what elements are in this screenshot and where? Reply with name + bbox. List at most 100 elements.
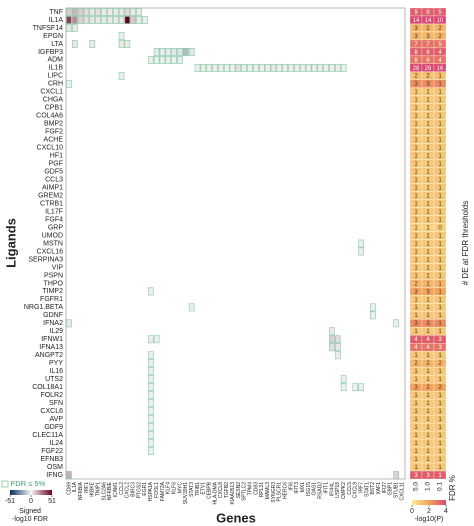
- row-label: GRP: [48, 224, 64, 231]
- row-label: NRG1.BETA: [24, 304, 63, 311]
- row-label: FGF2: [45, 129, 63, 136]
- count-label: 5: [438, 10, 442, 16]
- column-label: CEBPB: [207, 481, 213, 499]
- heatmap-cell: [118, 40, 125, 48]
- count-label: 4: [438, 50, 442, 56]
- count-label: 1: [426, 106, 430, 112]
- count-label: 14: [425, 18, 432, 24]
- count-label: 1: [426, 305, 430, 311]
- count-label: 1: [438, 154, 442, 160]
- colorbar-title: Signed: [19, 508, 41, 515]
- count-label: 1: [438, 138, 442, 144]
- row-label: SFN: [49, 400, 63, 407]
- heatmap-cell: [142, 16, 148, 24]
- count-label: 1: [426, 393, 430, 399]
- count-label: 3: [414, 385, 418, 391]
- count-label: 1: [414, 146, 418, 152]
- count-label: 26: [425, 66, 432, 72]
- heatmap-cell: [130, 8, 137, 16]
- count-label: 1: [414, 170, 418, 176]
- row-label: CCL3: [45, 176, 63, 183]
- count-label: 1: [438, 209, 442, 215]
- count-label: 1: [414, 241, 418, 247]
- heatmap-cell: [235, 63, 242, 72]
- count-label: 1: [414, 209, 418, 215]
- count-label: 1: [426, 122, 430, 128]
- colorbar-tick-label: 51: [48, 498, 56, 505]
- count-label: 5: [438, 42, 442, 48]
- count-label: 1: [426, 241, 430, 247]
- heatmap-cell: [282, 63, 289, 72]
- row-label: TNFSF14: [33, 25, 63, 32]
- count-label: 1: [414, 297, 418, 303]
- count-label: 1: [438, 265, 442, 271]
- count-label: 4: [426, 345, 430, 351]
- column-label: HLA-DMA: [212, 481, 218, 504]
- row-label: BMP2: [44, 121, 63, 128]
- count-label: 1: [414, 154, 418, 160]
- count-label: 1: [438, 130, 442, 136]
- count-label: 1: [426, 170, 430, 176]
- column-label: EGR1: [142, 482, 148, 496]
- row-label: GDF9: [44, 424, 63, 431]
- count-label: 1: [414, 441, 418, 447]
- column-label: CXCL11: [399, 482, 405, 501]
- count-label: 1: [414, 273, 418, 279]
- column-label: FAM72A: [160, 481, 166, 501]
- heatmap-cell: [340, 383, 347, 392]
- count-label: 1: [438, 201, 442, 207]
- row-label: IL1B: [49, 65, 64, 72]
- count-label: 3: [426, 82, 430, 88]
- column-label: CD69: [66, 482, 72, 495]
- count-label: 1: [426, 449, 430, 455]
- count-label: 1: [414, 233, 418, 239]
- count-label: 1: [438, 193, 442, 199]
- row-label: CXCL10: [37, 145, 64, 152]
- count-label: 1: [426, 409, 430, 415]
- column-label: IKBKE: [90, 481, 96, 496]
- row-label: FOLR2: [40, 392, 63, 399]
- count-label: 3: [414, 473, 418, 479]
- heatmap-cell: [71, 40, 78, 48]
- heatmap-cell: [101, 8, 107, 16]
- column-label: CCL2: [119, 482, 125, 495]
- heatmap-cell: [89, 40, 96, 48]
- heatmap-cell: [223, 63, 230, 72]
- threshold-label: 5.0: [413, 482, 420, 491]
- count-label: 1: [426, 433, 430, 439]
- count-label: 3: [414, 34, 418, 40]
- count-label: 1: [414, 114, 418, 120]
- count-label: 16: [437, 66, 444, 72]
- row-label: PSPN: [44, 272, 63, 279]
- count-label: 2: [438, 361, 442, 367]
- heatmap-cell: [118, 32, 125, 40]
- heatmap-cell: [147, 431, 154, 439]
- count-label: 1: [438, 289, 442, 295]
- heatmap-cell: [334, 351, 341, 360]
- count-label: 1: [414, 106, 418, 112]
- heatmap-cell: [317, 63, 324, 72]
- count-label: 8: [414, 58, 418, 64]
- count-label: 1: [414, 98, 418, 104]
- heatmap-cell: [358, 247, 364, 256]
- row-label: IFNA2: [43, 320, 63, 327]
- row-label: CHGA: [43, 97, 64, 104]
- row-label: UMOD: [42, 232, 63, 239]
- heatmap-cell: [147, 415, 154, 424]
- row-label: MSTN: [43, 240, 63, 247]
- count-label: 1: [438, 433, 442, 439]
- count-label: 1: [414, 185, 418, 191]
- row-label: FGFR1: [40, 296, 63, 303]
- count-label: 1: [426, 257, 430, 263]
- count-label: 1: [414, 225, 418, 231]
- y-axis-label: Ligands: [3, 218, 18, 268]
- column-label: RSAD2: [318, 482, 324, 499]
- count-label: 1: [438, 90, 442, 96]
- column-label: NFKBIA: [78, 481, 84, 500]
- heatmap-cell: [71, 8, 78, 16]
- count-label: 1: [426, 297, 430, 303]
- count-label: 1: [438, 114, 442, 120]
- column-label: IRF7: [358, 482, 364, 493]
- heatmap-cell: [258, 63, 265, 72]
- heatmap-cell: [188, 48, 195, 56]
